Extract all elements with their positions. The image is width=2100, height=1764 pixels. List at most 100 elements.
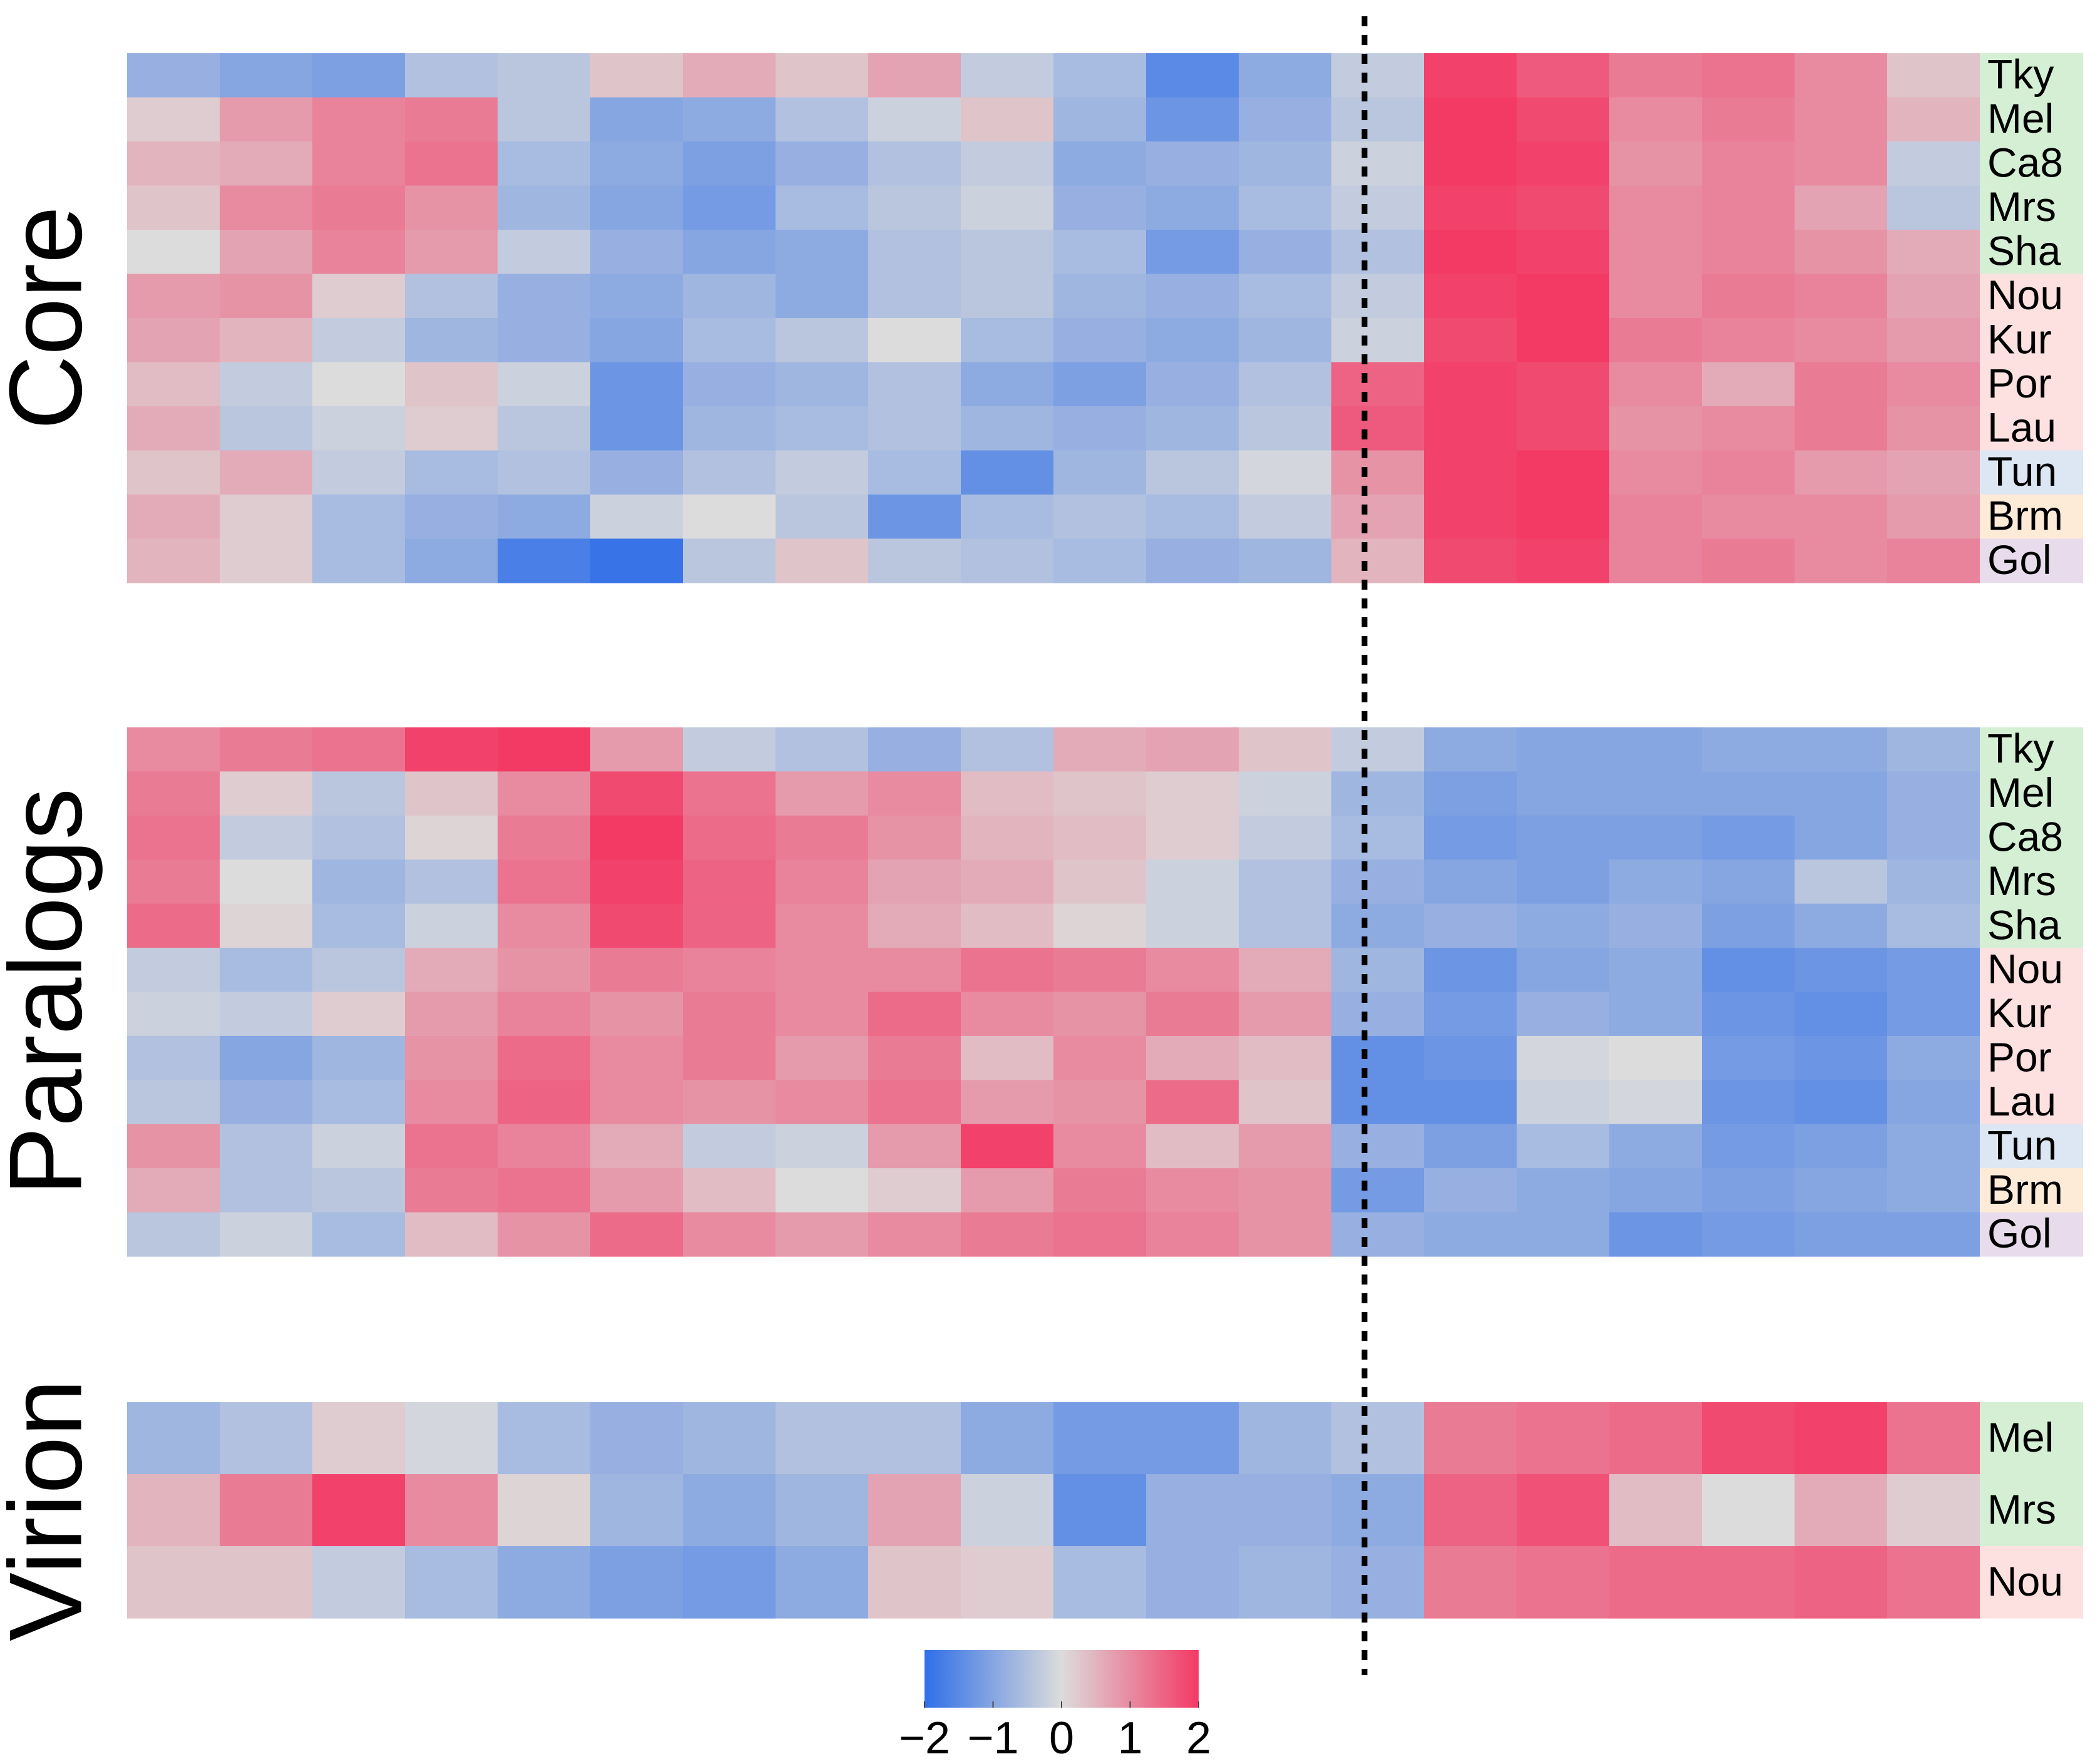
heatmap-cell: [127, 495, 220, 540]
heatmap-cell: [405, 992, 498, 1037]
heatmap-cell: [1053, 727, 1147, 772]
heatmap-cell: [498, 1035, 591, 1080]
row-label: Tky: [1987, 51, 2054, 98]
heatmap-cell: [1795, 185, 1888, 230]
heatmap-cell: [1609, 1402, 1703, 1475]
heatmap-cell: [1053, 318, 1147, 363]
heatmap-cell: [1331, 495, 1425, 540]
heatmap-cell: [1053, 1212, 1147, 1257]
heatmap-cell: [220, 903, 313, 948]
heatmap-cell: [1517, 1546, 1610, 1619]
heatmap-cell: [1795, 362, 1888, 407]
heatmap-cell: [1146, 406, 1239, 451]
row-label: Sha: [1987, 228, 2061, 274]
heatmap-cell: [1331, 141, 1425, 187]
heatmap-cell: [1609, 903, 1703, 948]
heatmap-cell: [868, 141, 961, 187]
heatmap-cell: [961, 903, 1054, 948]
row-label-bg: [1980, 230, 2083, 274]
heatmap-cell: [1887, 450, 1980, 495]
heatmap-cell: [1053, 771, 1147, 816]
heatmap-cell: [1609, 538, 1703, 583]
heatmap-cell: [590, 450, 684, 495]
heatmap-cell: [683, 992, 776, 1037]
row-label-bg: [1980, 903, 2083, 948]
heatmap-cell: [1053, 859, 1147, 905]
heatmap-cell: [683, 1168, 776, 1213]
row-label-bg: [1980, 53, 2083, 98]
heatmap-cell: [868, 1402, 961, 1475]
heatmap-cell: [1609, 274, 1703, 319]
row-label-bg: [1980, 141, 2083, 186]
heatmap-cell: [868, 97, 961, 142]
heatmap-cell: [1887, 185, 1980, 230]
heatmap-cell: [590, 53, 684, 98]
heatmap-cell: [1795, 1035, 1888, 1080]
heatmap-cell: [1517, 903, 1610, 948]
heatmap-cell: [1331, 1474, 1425, 1547]
heatmap-cell: [1053, 1080, 1147, 1125]
row-label-bg: [1980, 318, 2083, 362]
heatmap-cell: [1517, 495, 1610, 540]
heatmap-cell: [590, 185, 684, 230]
heatmap-cell: [220, 185, 313, 230]
heatmap-cell: [1887, 815, 1980, 860]
heatmap-cell: [1053, 1168, 1147, 1213]
heatmap-cell: [220, 1080, 313, 1125]
heatmap-panel: Mel Mrs Nou: [127, 1402, 2083, 1619]
heatmap-cell: [498, 992, 591, 1037]
heatmap-cell: [312, 406, 406, 451]
heatmap-cell: [1146, 1124, 1239, 1169]
heatmap-cell: [1609, 362, 1703, 407]
heatmap-cell: [220, 362, 313, 407]
heatmap-cell: [220, 53, 313, 98]
heatmap-cell: [1331, 771, 1425, 816]
heatmap-cell: [220, 859, 313, 905]
heatmap-cell: [868, 1124, 961, 1169]
heatmap-cell: [1609, 727, 1703, 772]
heatmap-cell: [776, 495, 869, 540]
heatmap-cell: [1887, 406, 1980, 451]
heatmap-cell: [1887, 318, 1980, 363]
heatmap-cell: [1795, 450, 1888, 495]
heatmap-cell: [776, 1212, 869, 1257]
heatmap-cell: [220, 450, 313, 495]
heatmap-cell: [1609, 97, 1703, 142]
row-label: Kur: [1987, 316, 2052, 362]
heatmap-cell: [312, 362, 406, 407]
heatmap-cell: [1517, 1168, 1610, 1213]
heatmap-cell: [868, 903, 961, 948]
heatmap-cell: [312, 1124, 406, 1169]
heatmap-cell: [1331, 53, 1425, 98]
heatmap-cell: [961, 1124, 1054, 1169]
heatmap-cell: [961, 771, 1054, 816]
heatmap-cell: [312, 141, 406, 187]
heatmap-cell: [1887, 97, 1980, 142]
heatmap-cell: [127, 1402, 220, 1475]
heatmap-cell: [1053, 274, 1147, 319]
heatmap-cell: [776, 992, 869, 1037]
heatmap-cell: [1424, 1168, 1517, 1213]
heatmap-cell: [776, 1124, 869, 1169]
heatmap-cell: [868, 53, 961, 98]
heatmap-cell: [1887, 538, 1980, 583]
heatmap-cell: [498, 538, 591, 583]
heatmap-cell: [127, 903, 220, 948]
heatmap-cell: [1331, 1168, 1425, 1213]
heatmap-cell: [961, 1212, 1054, 1257]
heatmap-cell: [127, 727, 220, 772]
colorbar: [925, 1650, 1199, 1708]
heatmap-cell: [312, 771, 406, 816]
heatmap-cell: [1702, 1124, 1795, 1169]
heatmap-cell: [1146, 1080, 1239, 1125]
heatmap-cell: [590, 1124, 684, 1169]
heatmap-cell: [1239, 815, 1332, 860]
heatmap-cell: [1517, 185, 1610, 230]
heatmap-cell: [1331, 1035, 1425, 1080]
heatmap-cell: [1146, 859, 1239, 905]
heatmap-cell: [1795, 771, 1888, 816]
heatmap-cell: [1795, 815, 1888, 860]
heatmap-cell: [590, 97, 684, 142]
